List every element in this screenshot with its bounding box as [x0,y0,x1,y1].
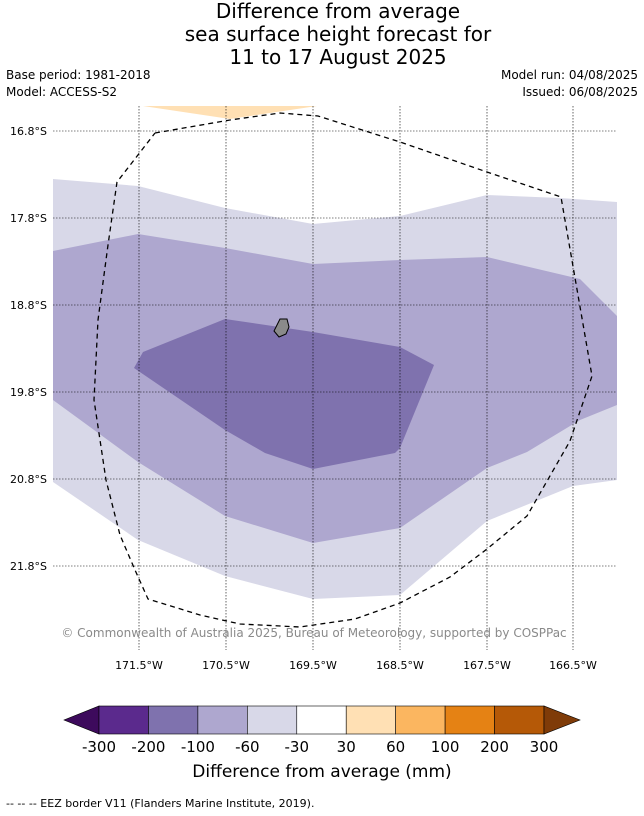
lon-label: 171.5°W [115,659,163,672]
lat-label: 21.8°S [10,560,47,573]
longitude-labels: 171.5°W 170.5°W 169.5°W 168.5°W 167.5°W … [115,659,597,672]
lat-label: 16.8°S [10,125,47,138]
colorbar-tick-label: 60 [386,738,405,756]
lon-label: 166.5°W [549,659,597,672]
lat-label: 17.8°S [10,212,47,225]
eez-footnote: -- -- -- EEZ border V11 (Flanders Marine… [6,797,315,810]
model-name: Model: ACCESS-S2 [6,85,118,99]
colorbar-tick-label: 100 [431,738,460,756]
lon-label: 167.5°W [463,659,511,672]
forecast-map: 16.8°S 17.8°S 18.8°S 19.8°S 20.8°S 21.8°… [10,106,617,756]
colorbar-swatch [494,705,545,735]
island-niue [273,318,290,338]
title-line-3: 11 to 17 August 2025 [229,45,447,69]
meta-right: Model run: 04/08/2025 Issued: 06/08/2025 [501,68,638,102]
colorbar-tick-label: -30 [285,738,310,756]
latitude-labels: 16.8°S 17.8°S 18.8°S 19.8°S 20.8°S 21.8°… [10,125,47,573]
lon-label: 169.5°W [289,659,337,672]
lat-label: 19.8°S [10,386,47,399]
lat-label: 18.8°S [10,299,47,312]
band-minus-100-to-200 [134,319,434,469]
map-title: Difference from average sea surface heig… [0,0,644,69]
meta-left: Base period: 1981-2018 Model: ACCESS-S2 [6,68,151,102]
colorbar-swatch [247,705,298,735]
lon-label: 170.5°W [202,659,250,672]
colorbar-tick-label: -200 [131,738,165,756]
contour-fills [53,106,617,599]
lat-label: 20.8°S [10,473,47,486]
colorbar-swatch [345,705,396,735]
colorbar-under-arrow [63,705,100,735]
gridlines [53,106,617,650]
title-line-1: Difference from average [215,0,461,23]
colorbar-swatch [148,705,199,735]
model-run: Model run: 04/08/2025 [500,68,638,82]
colorbar: -300 -200 -100 -60 -30 30 60 100 200 300 [63,705,581,756]
copyright-notice: © Commonwealth of Australia 2025, Bureau… [61,626,566,640]
colorbar-tick-label: -60 [235,738,260,756]
colorbar-tick-label: 30 [337,738,356,756]
colorbar-swatch [395,705,446,735]
eez-border [93,112,593,628]
colorbar-tick-label: 300 [530,738,559,756]
base-period: Base period: 1981-2018 [6,68,151,82]
colorbar-swatch [98,705,149,735]
colorbar-swatch [296,705,347,735]
colorbar-tick-label: 200 [480,738,509,756]
colorbar-swatch [197,705,248,735]
lon-label: 168.5°W [376,659,424,672]
colorbar-label: Difference from average (mm) [192,762,452,782]
colorbar-tick-label: -100 [181,738,215,756]
colorbar-swatch [444,705,495,735]
colorbar-tick-label: -300 [82,738,116,756]
colorbar-over-arrow [543,705,581,735]
issued-date: Issued: 06/08/2025 [522,85,638,99]
band-plus-30-to-60 [143,106,317,119]
title-line-2: sea surface height forecast for [184,22,492,46]
